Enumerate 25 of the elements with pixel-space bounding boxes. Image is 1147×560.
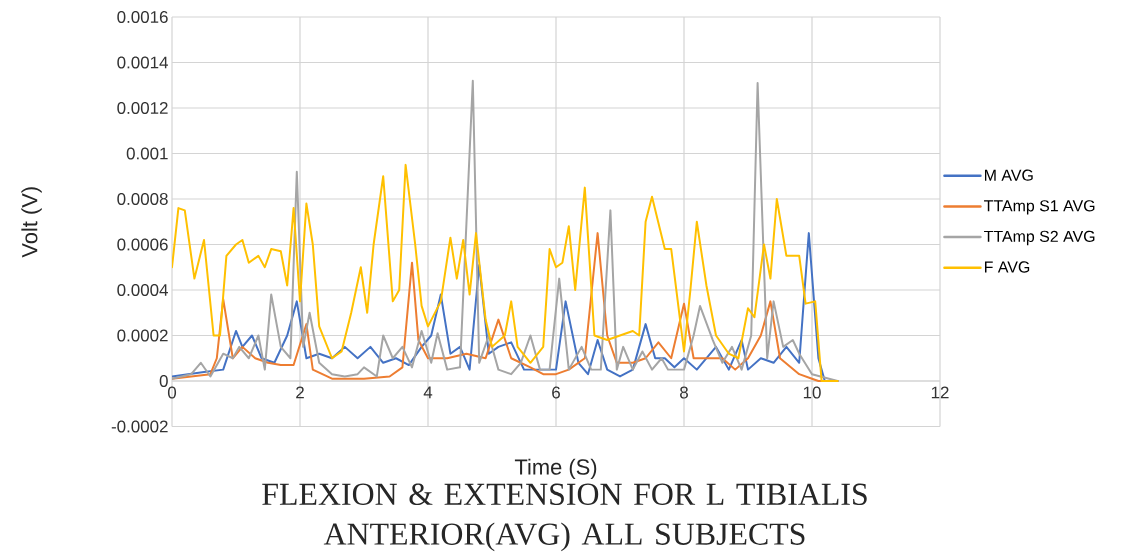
x-tick-label: 4 — [423, 386, 433, 399]
x-tick-label: 10 — [803, 386, 821, 399]
x-tick-label: 12 — [931, 386, 949, 399]
y-tick-label: 0.0008 — [117, 193, 168, 205]
legend-label: TTAmp S1 AVG — [984, 200, 1095, 215]
x-tick-label: 6 — [552, 386, 560, 399]
line-series — [172, 79, 839, 382]
y-tick-label: 0.0006 — [117, 238, 168, 251]
x-tick-label: 0 — [167, 386, 177, 399]
legend-label: TTAmp S2 AVG — [984, 230, 1095, 246]
y-tick-label: 0.0014 — [117, 56, 168, 69]
text: FLEXION & EXTENSION FOR L TIBIALIS ANTERIOR(AVG) ALL SUBJECTS — [262, 483, 867, 552]
y-tick-label: 0.0002 — [117, 329, 168, 342]
x-tick-label: 8 — [680, 386, 688, 399]
y-tick-label: 0.001 — [126, 147, 168, 160]
x-axis-title: Time (S) — [514, 458, 597, 480]
y-tick-label: 0.0012 — [117, 102, 168, 114]
y-tick-label: 0 — [159, 375, 168, 387]
legend-label: F AVG — [984, 261, 1030, 273]
y-axis-title: Volt (V) — [21, 187, 42, 258]
y-tick-label: -0.0002 — [111, 420, 168, 433]
y-tick-label: 0.0016 — [117, 11, 168, 23]
y-tick-label: 0.0004 — [117, 284, 168, 296]
legend-label: M AVG — [984, 169, 1033, 181]
x-tick-label: 2 — [296, 386, 304, 399]
